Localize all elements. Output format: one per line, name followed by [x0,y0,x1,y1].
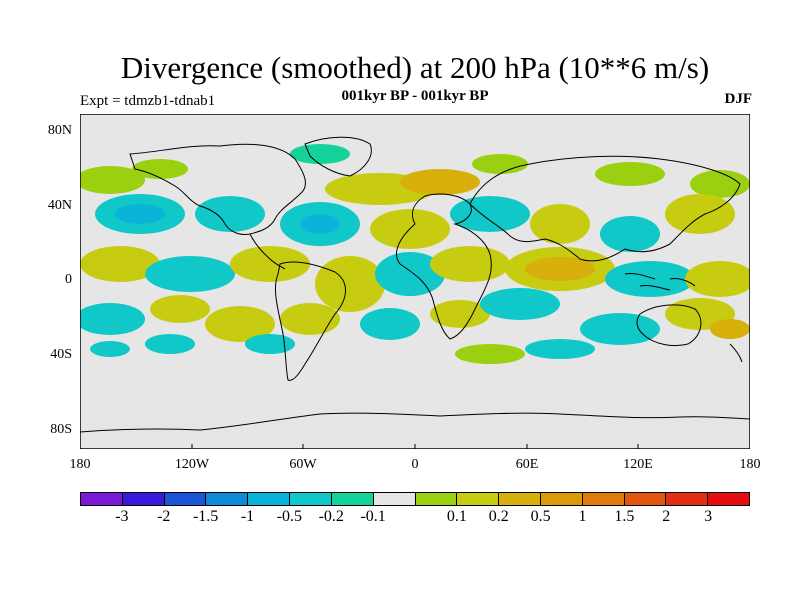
y-tick-label: 80S [50,422,72,437]
field-patch [280,303,340,335]
field-patch [455,344,525,364]
field-patch [145,256,235,292]
coastline-europe-africa [396,193,492,340]
field-patch [300,214,340,234]
colorbar-segment [331,493,374,505]
coastline-central-america [249,233,286,270]
coastline-new-zealand [729,343,743,363]
field-patch [90,341,130,357]
field-patch [230,246,310,282]
colorbar-segment [206,493,249,505]
colorbar-label: 3 [704,508,713,525]
coastline-north-america [129,143,306,235]
colorbar-label: 0.2 [488,508,509,525]
field-patch [685,261,750,297]
coastlines [80,136,750,433]
colorbar-label: -0.1 [360,508,386,525]
y-tick-label: 40N [47,198,72,213]
colorbar-segment [457,493,500,505]
x-tick-label: 120W [174,457,210,472]
colorbar-segment [540,493,583,505]
field-patch [195,196,265,232]
map-panel [80,114,750,449]
field-patch [80,246,160,282]
colorbar-label: -1 [240,508,255,525]
colorbar-label: 1.5 [614,508,635,525]
colorbar [80,492,750,506]
colorbar-segment [290,493,332,505]
colorbar-label: 0.1 [446,508,467,525]
colorbar-label: -2 [157,508,171,525]
coastline-eurasia [469,155,741,262]
colorbar-segment [582,493,625,505]
colorbar-label: -0.5 [276,508,303,525]
field-patch [430,300,490,328]
axis-ticks [191,444,639,449]
divergence-map [80,114,750,449]
divergence-field [80,144,750,364]
colorbar-label: -0.2 [318,508,344,525]
field-patch [115,204,165,224]
x-tick-label: 180 [69,457,91,472]
season-label: DJF [724,91,753,107]
x-tick-label: 180 [739,457,761,472]
chart-subtitle: 001kyr BP - 001kyr BP [341,88,489,104]
field-patch [400,169,480,195]
y-tick-label: 40S [50,347,72,362]
field-patch [472,154,528,174]
field-patch [430,246,510,282]
field-patch [205,306,275,342]
x-tick-label: 60E [515,457,539,472]
field-patch [480,288,560,320]
field-patch [290,144,350,164]
colorbar-segment [499,493,541,505]
field-patch [525,257,595,281]
field-patch [150,295,210,323]
field-patch [132,159,188,179]
y-tick-label: 80N [47,123,72,138]
x-tick-label: 0 [411,457,419,472]
field-patch [145,334,195,354]
field-patch [80,166,145,194]
colorbar-label: 0.5 [530,508,551,525]
x-tick-label: 120E [623,457,653,472]
field-patch [360,308,420,340]
x-tick-label: 60W [289,457,317,472]
field-patch [530,204,590,244]
colorbar-segment [415,493,458,505]
colorbar-segment [708,493,749,505]
field-patch [605,261,695,297]
field-patch [600,216,660,252]
colorbar-label: 2 [662,508,671,525]
field-patch [375,252,445,296]
field-patch [80,303,145,335]
field-patch [525,339,595,359]
experiment-label: Expt = tdmzb1-tdnab1 [80,93,216,109]
colorbar-segment [373,493,416,505]
chart-title: Divergence (smoothed) at 200 hPa (10**6 … [120,50,710,85]
colorbar-segment [666,493,709,505]
field-patch [580,313,660,345]
field-patch [245,334,295,354]
field-patch [665,194,735,234]
colorbar-label: 1 [578,508,587,525]
field-patch [690,170,750,198]
coastline-greenland [304,136,372,177]
colorbar-segment [164,493,207,505]
colorbar-label: -1.5 [192,508,219,525]
colorbar-segment [624,493,667,505]
coastline-south-america [275,261,346,381]
colorbar-segment [122,493,165,505]
coastline-australia [636,304,702,347]
field-patch [710,319,750,339]
colorbar-label: -3 [115,508,129,525]
y-tick-label: 0 [65,272,72,287]
colorbar-segment [81,493,123,505]
colorbar-segment [248,493,291,505]
field-patch [315,256,385,312]
field-patch [595,162,665,186]
coastline-antarctica [80,412,750,433]
coastline-maritime-continent [624,273,696,291]
